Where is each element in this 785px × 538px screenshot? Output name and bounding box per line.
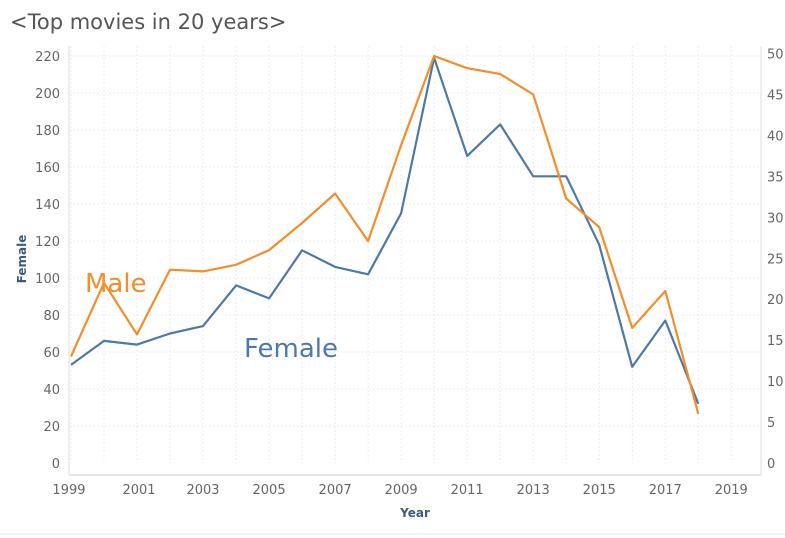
- y-right-tick-label: 25: [767, 252, 784, 267]
- y-right-tick-label: 30: [767, 211, 784, 226]
- male-series-annotation: Male: [85, 269, 147, 299]
- y-left-tick-label: 220: [35, 50, 60, 65]
- gridlines: [69, 46, 761, 463]
- x-tick-label: 2009: [385, 483, 418, 498]
- female-series-annotation: Female: [244, 334, 338, 364]
- x-axis-title: Year: [399, 506, 430, 520]
- x-tick-label: 1999: [52, 483, 85, 498]
- y-axis-title: Female: [15, 235, 29, 284]
- y-right-tick-label: 35: [767, 170, 784, 185]
- y-right-tick-label: 20: [767, 293, 784, 308]
- y-left-tick-label: 80: [43, 309, 60, 324]
- x-tick-label: 2013: [517, 483, 550, 498]
- y-left-tick-label: 180: [35, 124, 60, 139]
- x-tick-label: 2017: [649, 483, 682, 498]
- y-right-tick-label: 15: [767, 334, 784, 349]
- chart-title: <Top movies in 20 years>: [10, 10, 287, 34]
- y-left-tick-label: 20: [43, 420, 60, 435]
- y-left-tick-label: 200: [35, 87, 60, 102]
- male-series-line: [69, 54, 700, 415]
- x-tick-label: 2003: [186, 483, 219, 498]
- y-left-tick-label: 120: [35, 235, 60, 250]
- y-left-tick-label: 60: [43, 346, 60, 361]
- y-right-tick-label: 40: [767, 129, 784, 144]
- y-left-tick-label: 140: [35, 198, 60, 213]
- x-tick-label: 2001: [122, 483, 155, 498]
- y-right-tick-label: 50: [767, 48, 784, 63]
- y-right-tick-label: 5: [767, 416, 775, 431]
- x-tick-label: 2011: [451, 483, 484, 498]
- y-left-tick-label: 40: [43, 383, 60, 398]
- y-left-tick-label: 160: [35, 161, 60, 176]
- y-left-tick-label: 100: [35, 272, 60, 287]
- y-right-tick-label: 10: [767, 375, 784, 390]
- y-left-tick-label: 0: [52, 457, 60, 472]
- x-tick-label: 2005: [253, 483, 286, 498]
- x-tick-label: 2007: [319, 483, 352, 498]
- y-right-tick-label: 45: [767, 88, 784, 103]
- y-right-tick-label: 0: [767, 457, 775, 472]
- x-tick-label: 2019: [715, 483, 748, 498]
- x-tick-label: 2015: [583, 483, 616, 498]
- female-series-line: [70, 56, 700, 405]
